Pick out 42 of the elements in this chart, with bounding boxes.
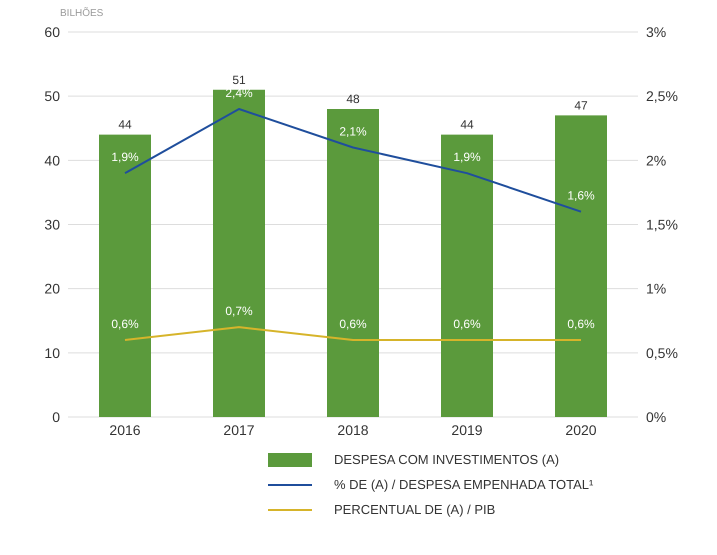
data-label: 1,6%	[567, 188, 595, 203]
y2-tick-label: 1,5%	[646, 216, 678, 232]
data-label: 51	[232, 72, 246, 87]
y-tick-label: 0	[52, 408, 60, 425]
data-label: 1,9%	[111, 150, 139, 164]
data-label: 48	[346, 92, 360, 106]
data-label: 44	[118, 118, 132, 132]
data-label: 47	[574, 98, 588, 112]
bar	[327, 109, 379, 417]
legend-label: PERCENTUAL DE (A) / PIB	[334, 502, 496, 517]
y2-tick-label: 3%	[646, 24, 666, 40]
data-label: 0,6%	[111, 317, 139, 331]
x-tick-label: 2016	[109, 422, 141, 438]
data-label: 0,6%	[453, 317, 481, 331]
y-tick-label: 10	[44, 344, 60, 361]
bar	[213, 90, 265, 417]
y-tick-label: 50	[44, 88, 60, 104]
legend-label: DESPESA COM INVESTIMENTOS (A)	[334, 452, 560, 467]
bar	[441, 134, 493, 417]
legend-label: % DE (A) / DESPESA EMPENHADA TOTAL¹	[334, 477, 594, 492]
data-label: 0,7%	[225, 304, 253, 318]
x-tick-label: 2020	[565, 422, 597, 438]
y-tick-label: 30	[44, 216, 60, 232]
data-label: 0,6%	[567, 317, 595, 331]
data-label: 44	[460, 118, 474, 132]
bar	[99, 134, 151, 417]
y2-tick-label: 0%	[646, 408, 666, 425]
data-label: 1,9%	[453, 150, 481, 164]
bar	[555, 115, 607, 417]
y-tick-label: 20	[44, 280, 60, 297]
x-tick-label: 2019	[451, 422, 483, 438]
y2-tick-label: 2,5%	[646, 88, 678, 104]
y2-tick-label: 2%	[646, 152, 666, 168]
data-label: 2,1%	[339, 124, 367, 138]
y-tick-label: 60	[44, 24, 60, 40]
y-axis-title: BILHÕES	[59, 8, 104, 21]
y-tick-label: 40	[44, 152, 60, 168]
y2-tick-label: 1%	[646, 280, 666, 297]
y2-tick-label: 0,5%	[646, 344, 678, 361]
x-tick-label: 2017	[223, 422, 255, 438]
data-label: 0,6%	[339, 317, 367, 331]
x-tick-label: 2018	[337, 422, 369, 438]
